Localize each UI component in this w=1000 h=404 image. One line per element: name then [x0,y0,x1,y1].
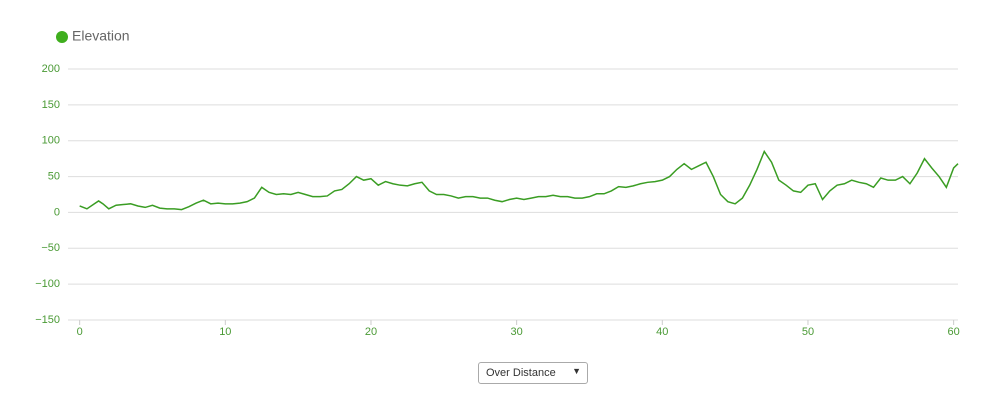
y-tick-label: 100 [42,135,60,147]
x-tick-label: 40 [656,326,668,338]
y-tick-label: −50 [41,242,60,254]
x-tick-label: 50 [802,326,814,338]
x-tick-label: 60 [948,326,960,338]
chart: Elevation −150 −100 −50 0 50 100 150 200 0 10 20 30… [35,28,960,338]
mode-dropdown[interactable]: Over Distance ▼ [478,362,588,384]
legend-label: Elevation [72,28,130,44]
x-tick-label: 30 [511,326,523,338]
y-tick-label: 150 [42,99,60,111]
dropdown-label: Over Distance [486,367,556,379]
x-tick-label: 10 [219,326,231,338]
x-tick-label: 0 [77,326,83,338]
y-tick-label: −150 [35,314,60,326]
x-tick-label: 20 [365,326,377,338]
dropdown-arrow: ▼ [572,366,581,376]
y-tick-label: 50 [48,170,60,182]
y-tick-label: 0 [54,206,60,218]
elevation-line [79,149,959,211]
legend-marker [56,31,68,43]
y-tick-label: −100 [35,278,60,290]
y-tick-label: 200 [42,63,60,75]
